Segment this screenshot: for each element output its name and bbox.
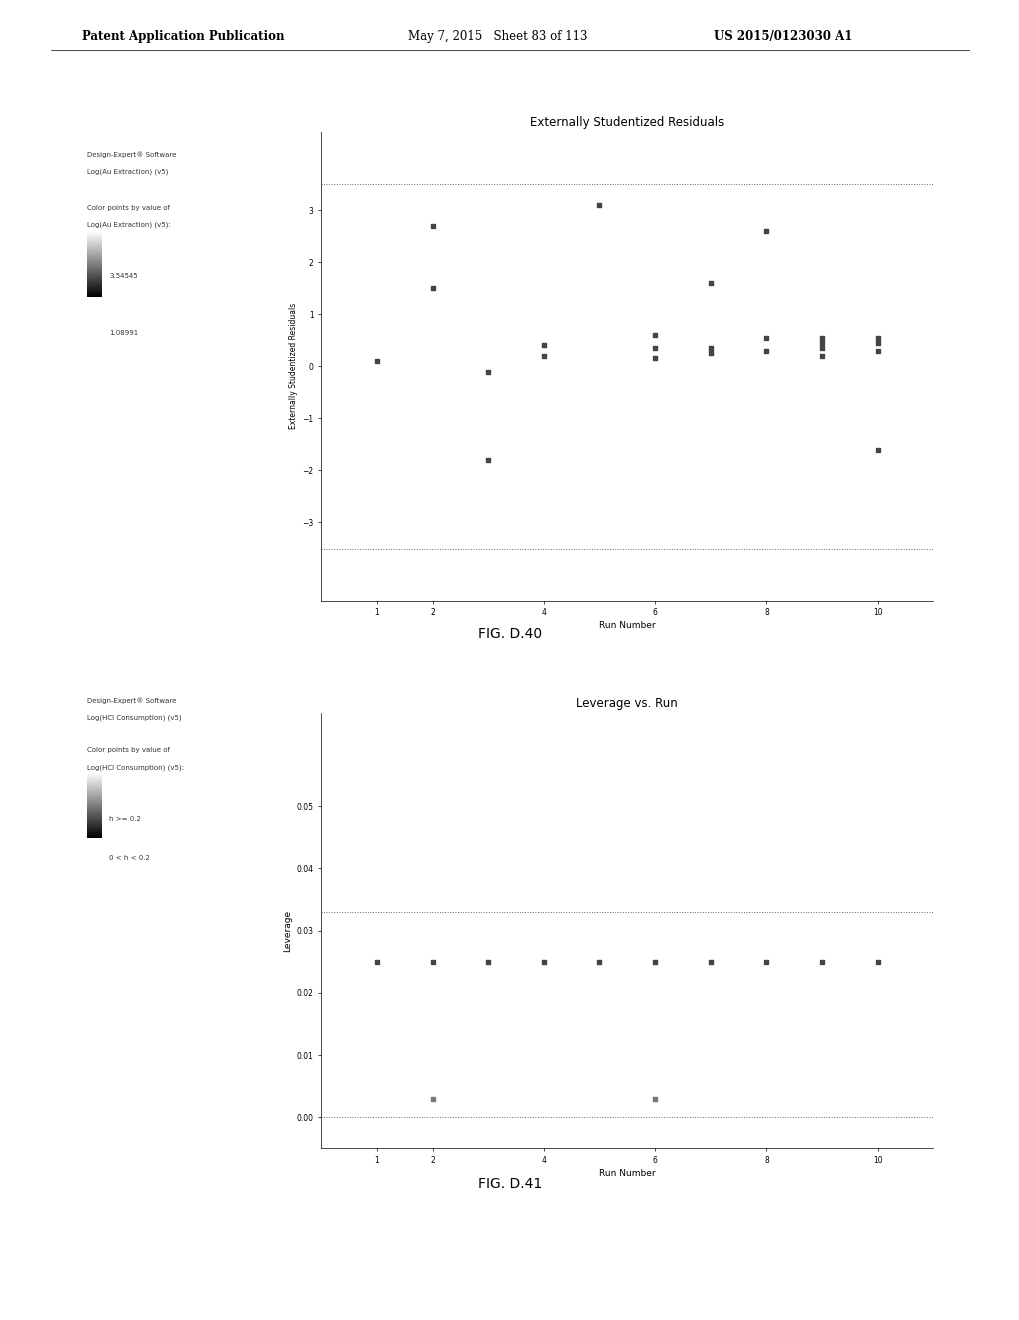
Point — [424, 952, 440, 973]
Point — [480, 449, 496, 471]
Point — [757, 327, 773, 348]
Point — [424, 277, 440, 298]
Point — [757, 341, 773, 362]
Point — [868, 341, 884, 362]
Title: Leverage vs. Run: Leverage vs. Run — [576, 697, 678, 710]
Point — [424, 1088, 440, 1109]
Point — [369, 351, 385, 372]
Point — [813, 338, 829, 359]
Point — [813, 333, 829, 354]
X-axis label: Run Number: Run Number — [598, 622, 655, 631]
Text: FIG. D.41: FIG. D.41 — [478, 1177, 541, 1192]
Point — [702, 338, 718, 359]
Point — [813, 346, 829, 367]
Point — [813, 952, 829, 973]
Text: 1.08991: 1.08991 — [109, 330, 139, 337]
Point — [868, 952, 884, 973]
Text: May 7, 2015   Sheet 83 of 113: May 7, 2015 Sheet 83 of 113 — [408, 30, 587, 44]
Point — [868, 333, 884, 354]
Point — [535, 346, 551, 367]
Text: Log(HCl Consumption) (v5):: Log(HCl Consumption) (v5): — [87, 764, 183, 771]
Text: Design-Expert® Software: Design-Expert® Software — [87, 152, 176, 158]
Point — [646, 325, 662, 346]
Text: FIG. D.40: FIG. D.40 — [478, 627, 541, 642]
Point — [480, 360, 496, 381]
Point — [702, 952, 718, 973]
Y-axis label: Leverage: Leverage — [283, 909, 292, 952]
Point — [369, 952, 385, 973]
Text: Design-Expert® Software: Design-Expert® Software — [87, 697, 176, 704]
Text: US 2015/0123030 A1: US 2015/0123030 A1 — [713, 30, 852, 44]
Point — [868, 440, 884, 461]
Point — [591, 194, 607, 215]
Point — [424, 215, 440, 236]
Point — [757, 220, 773, 242]
Point — [646, 348, 662, 370]
Point — [646, 1088, 662, 1109]
Text: 3.54545: 3.54545 — [109, 273, 138, 280]
Point — [702, 272, 718, 293]
Point — [535, 335, 551, 356]
Point — [757, 952, 773, 973]
Text: Patent Application Publication: Patent Application Publication — [82, 30, 284, 44]
Point — [646, 338, 662, 359]
Point — [813, 327, 829, 348]
X-axis label: Run Number: Run Number — [598, 1170, 655, 1179]
Point — [591, 952, 607, 973]
Text: Color points by value of: Color points by value of — [87, 205, 169, 211]
Text: 0 < h < 0.2: 0 < h < 0.2 — [109, 855, 150, 862]
Point — [702, 343, 718, 364]
Text: Log(Au Extraction) (v5):: Log(Au Extraction) (v5): — [87, 222, 170, 228]
Title: Externally Studentized Residuals: Externally Studentized Residuals — [530, 116, 723, 129]
Y-axis label: Externally Studentized Residuals: Externally Studentized Residuals — [289, 304, 298, 429]
Point — [646, 952, 662, 973]
Point — [535, 952, 551, 973]
Point — [480, 952, 496, 973]
Text: Color points by value of: Color points by value of — [87, 747, 169, 754]
Text: h >= 0.2: h >= 0.2 — [109, 816, 141, 822]
Text: Log(HCl Consumption) (v5): Log(HCl Consumption) (v5) — [87, 714, 181, 721]
Point — [868, 327, 884, 348]
Text: Log(Au Extraction) (v5): Log(Au Extraction) (v5) — [87, 169, 168, 176]
